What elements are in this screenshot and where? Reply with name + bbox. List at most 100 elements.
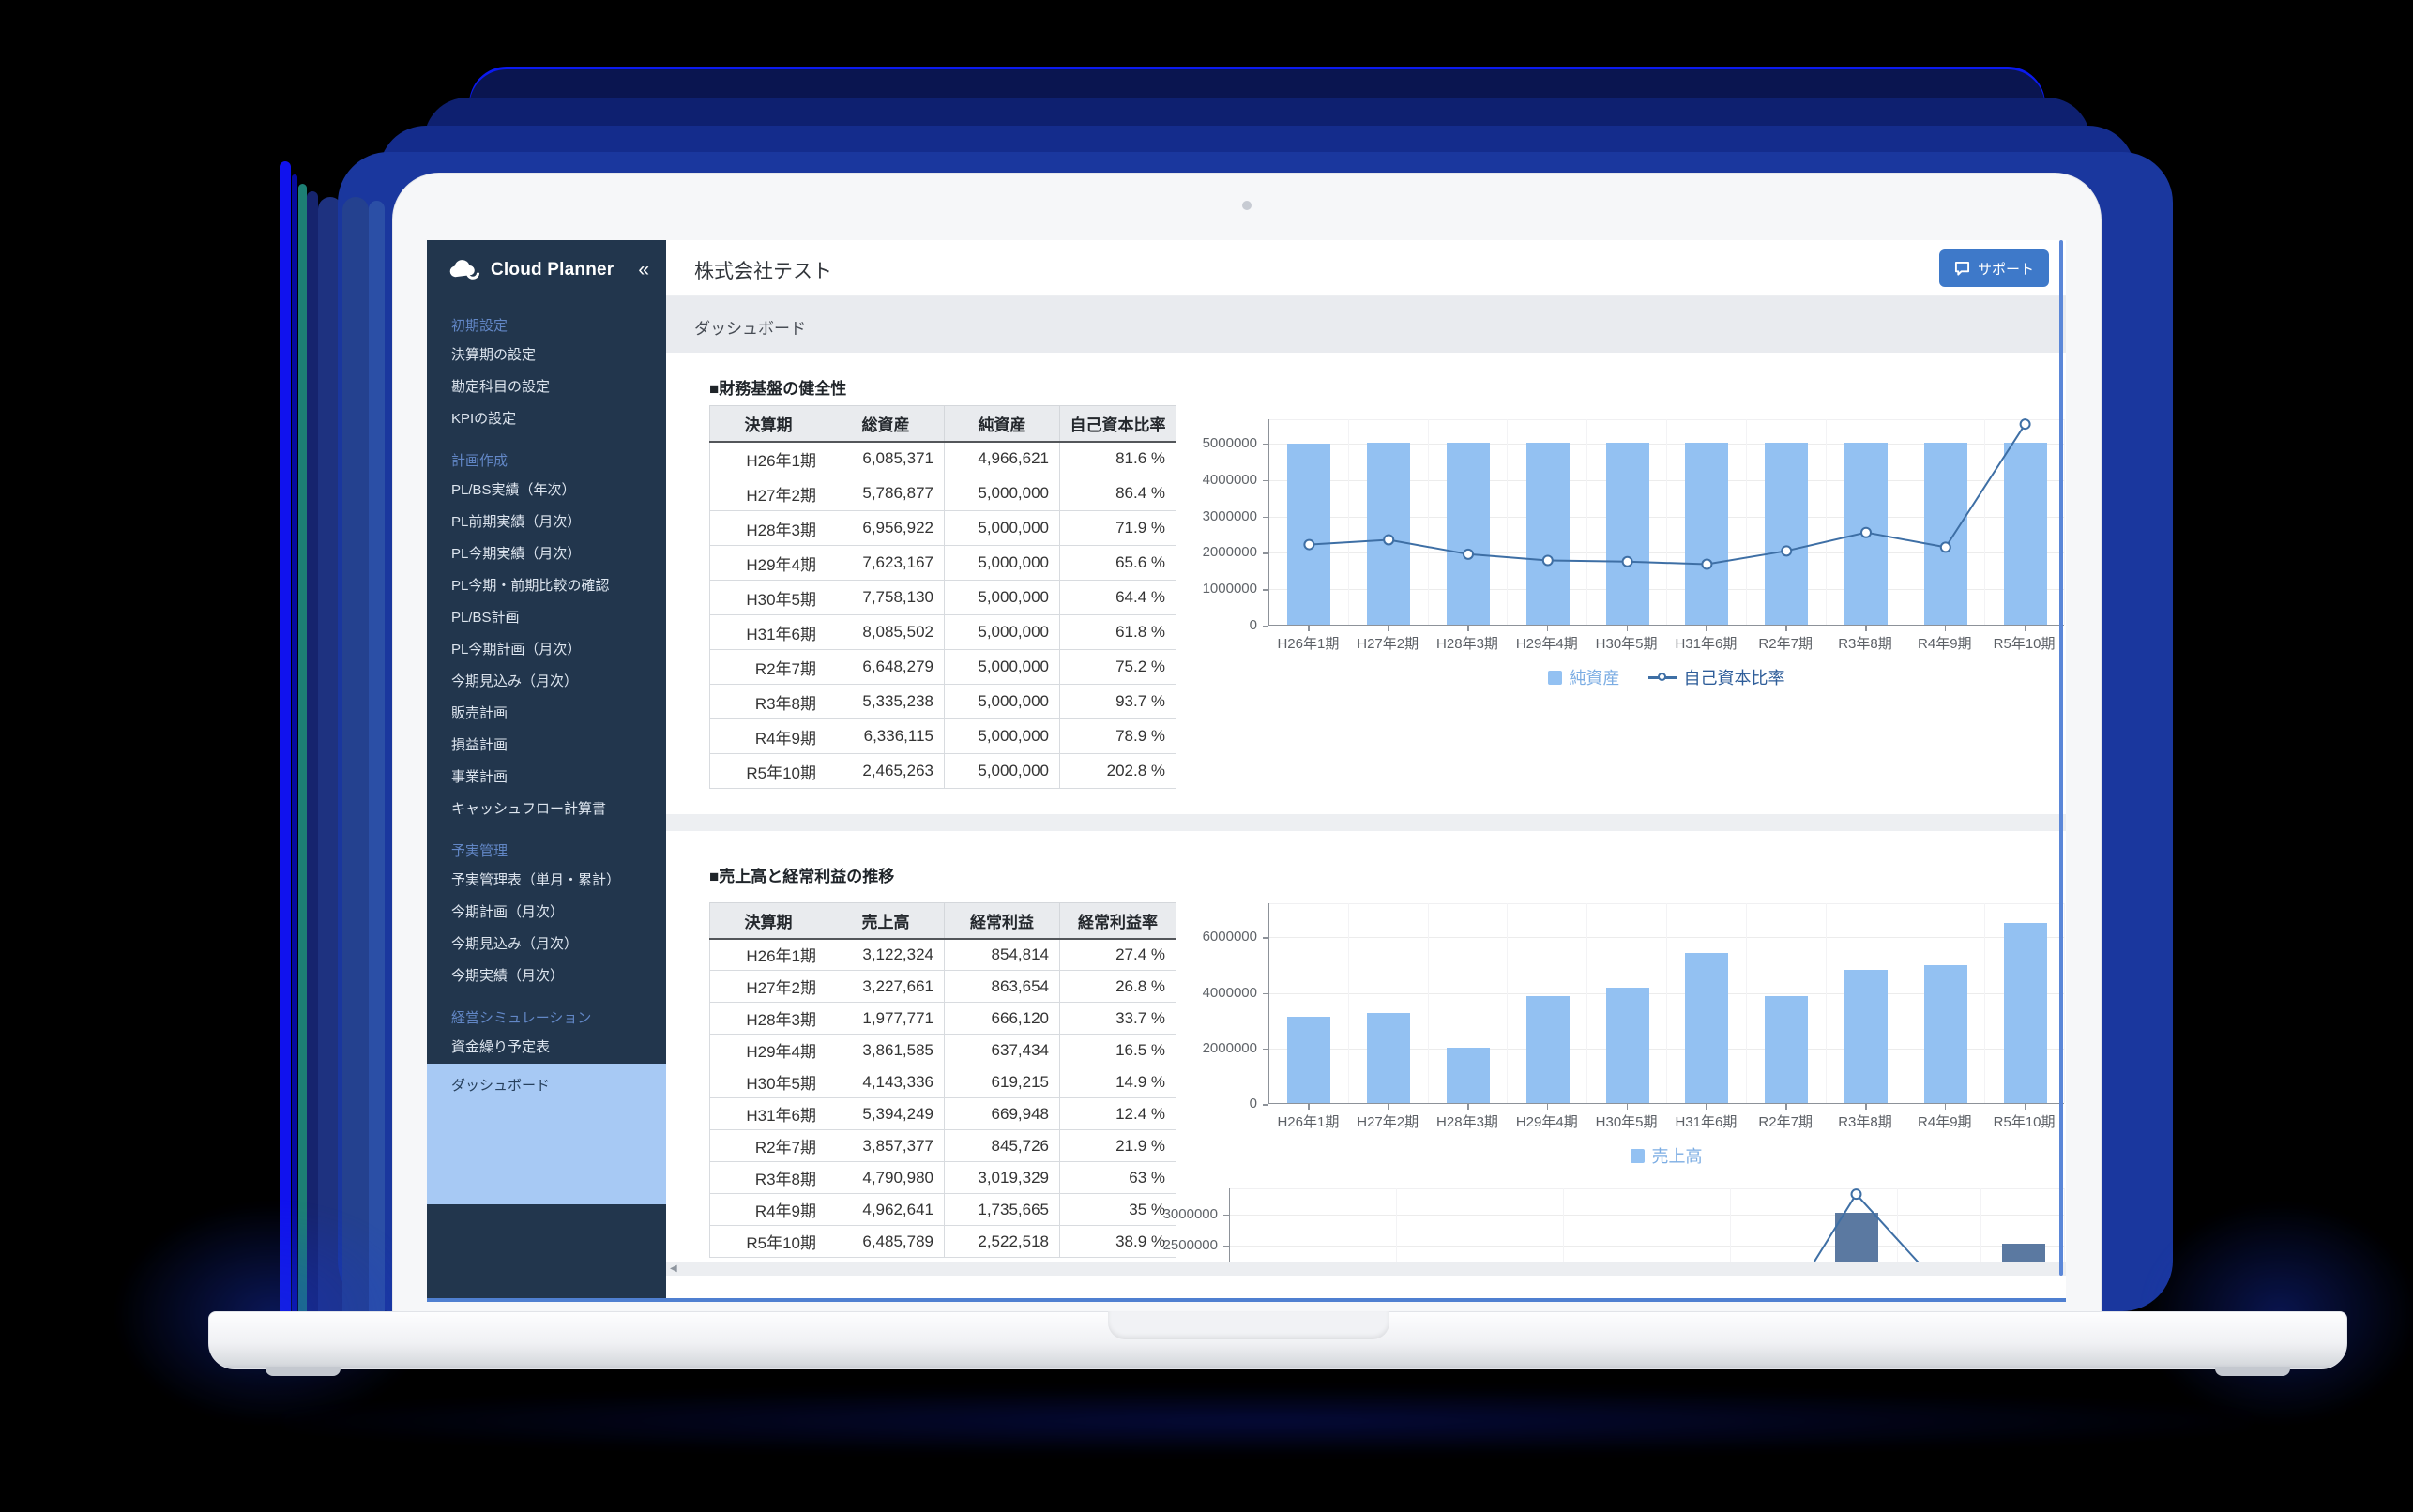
sidebar: Cloud Planner « 初期設定 決算期の設定 勘定科目の設定 KPIの設定計… <box>427 240 666 1302</box>
sidebar-item-link[interactable]: キャッシュフロー計算書 <box>451 801 607 817</box>
page-title: 株式会社テスト <box>694 261 832 282</box>
column-header: 経常利益率 <box>1059 902 1176 940</box>
x-axis-tick-mark <box>1706 1104 1707 1110</box>
x-axis-category-label: H29年4期 <box>1515 636 1578 652</box>
horizontal-scrollbar[interactable]: ◀ <box>666 1262 2066 1276</box>
sidebar-item-link[interactable]: 勘定科目の設定 <box>451 379 551 395</box>
table-cell: 81.6 % <box>1059 441 1176 476</box>
sidebar-item-link[interactable]: 事業計画 <box>451 769 508 785</box>
x-axis-tick-mark <box>1865 626 1867 631</box>
x-axis-tick-mark <box>2024 1104 2026 1110</box>
laptop-base <box>208 1311 2347 1376</box>
sidebar-item-link[interactable]: 販売計画 <box>451 705 508 721</box>
sidebar-collapse-icon[interactable]: « <box>638 259 649 280</box>
table-cell: 637,434 <box>944 1034 1060 1066</box>
sidebar-item-dashboard-active[interactable]: ダッシュボード <box>427 1064 666 1204</box>
laptop-foot <box>2215 1367 2290 1376</box>
financial-soundness-table: 決算期 総資産 純資産 自己資本比率 H26年1期 6,085,371 4,966,621 8… <box>709 405 1176 789</box>
support-button[interactable]: サポート <box>1938 249 2049 287</box>
line-経常利益率 <box>1813 1188 1920 1262</box>
sidebar-item-link[interactable]: 資金繰り予定表 <box>451 1039 551 1055</box>
scroll-left-icon[interactable]: ◀ <box>670 1263 677 1274</box>
sidebar-item-link[interactable]: 決算期の設定 <box>451 347 537 363</box>
y-axis-tick-mark <box>1263 1048 1268 1051</box>
y-axis-tick-mark <box>1263 937 1268 939</box>
sidebar-item-link[interactable]: PL前期実績（月次） <box>451 514 582 530</box>
y-axis-tick-mark <box>1223 1245 1229 1247</box>
table-cell: 7,758,130 <box>827 580 945 615</box>
table-cell: H29年4期 <box>709 545 827 581</box>
table-cell: H27年2期 <box>709 970 827 1003</box>
vertical-scrollbar[interactable] <box>2059 240 2063 1276</box>
x-axis-tick-mark <box>1626 1104 1629 1110</box>
sidebar-item-link[interactable]: PL今期計画（月次） <box>451 642 582 658</box>
panel-gap <box>666 814 2066 831</box>
table-cell: 8,085,502 <box>827 614 945 650</box>
table-cell: R5年10期 <box>709 1225 827 1258</box>
table-cell: R4年9期 <box>709 1193 827 1226</box>
table-row: H31年6期 5,394,249 669,948 12.4 % <box>709 1097 1176 1130</box>
x-axis-tick-mark <box>1467 626 1469 631</box>
x-axis-tick-mark <box>1308 626 1310 631</box>
x-axis-category-label: R5年10期 <box>1993 636 2056 652</box>
bottom-scrollbar-line[interactable] <box>427 1298 2066 1302</box>
sidebar-item-link[interactable]: PL今期実績（月次） <box>451 546 582 562</box>
sidebar-item-link[interactable]: PL/BS実績（年次） <box>451 482 576 498</box>
y-axis-tick-label: 2000000 <box>1202 544 1257 561</box>
bar-売上高 <box>1605 988 1649 1103</box>
y-axis-tick-mark <box>1263 626 1268 627</box>
cloud-logo-icon <box>448 260 481 280</box>
sidebar-item-link[interactable]: PL/BS計画 <box>451 610 520 626</box>
table-cell: 2,522,518 <box>944 1225 1060 1258</box>
table-cell: 14.9 % <box>1059 1066 1176 1098</box>
sidebar-item-link[interactable]: KPIの設定 <box>451 411 517 427</box>
sidebar-item-link[interactable]: 損益計画 <box>451 737 508 753</box>
table-row: H29年4期 3,861,585 637,434 16.5 % <box>709 1034 1176 1066</box>
line-marker <box>1621 555 1633 567</box>
x-gridline <box>2064 1188 2065 1262</box>
x-axis-category-label: R4年9期 <box>1918 636 1972 652</box>
table-row: H29年4期 7,623,167 5,000,000 65.6 % <box>709 545 1176 581</box>
table-cell: 1,977,771 <box>827 1002 945 1035</box>
legend-item[interactable]: 純資産 <box>1547 665 1620 689</box>
sidebar-item-link[interactable]: 今期計画（月次） <box>451 904 565 920</box>
table-cell: 3,227,661 <box>827 970 945 1003</box>
table-cell: 35 % <box>1059 1193 1176 1226</box>
table-cell: 3,861,585 <box>827 1034 945 1066</box>
table-cell: 5,000,000 <box>944 718 1060 754</box>
sidebar-group-label: 予実管理 <box>451 843 508 859</box>
legend-item[interactable]: 自己資本比率 <box>1647 665 1785 689</box>
x-axis-tick-mark <box>1308 1104 1310 1110</box>
table-row: H27年2期 5,786,877 5,000,000 86.4 % <box>709 476 1176 511</box>
legend-item[interactable]: 売上高 <box>1630 1143 1703 1168</box>
sidebar-item-link[interactable]: 今期見込み（月次） <box>451 673 579 689</box>
background-stripe <box>298 184 307 1332</box>
line-自己資本比率 <box>1303 418 2031 570</box>
table-cell: H30年5期 <box>709 580 827 615</box>
bar-売上高 <box>1844 970 1888 1103</box>
bar-純資産 <box>1605 443 1649 625</box>
laptop-glow <box>281 1388 2252 1454</box>
table-row: H26年1期 6,085,371 4,966,621 81.6 % <box>709 441 1176 476</box>
table-cell: 6,085,371 <box>827 441 945 476</box>
bar-経常利益 <box>2001 1244 2045 1262</box>
table-cell: 65.6 % <box>1059 545 1176 581</box>
sidebar-item-link[interactable]: PL今期・前期比較の確認 <box>451 578 610 594</box>
bar-売上高 <box>1525 995 1570 1103</box>
sidebar-item-link[interactable]: 今期実績（月次） <box>451 968 565 984</box>
table-cell: 6,956,922 <box>827 510 945 546</box>
table-cell: H30年5期 <box>709 1066 827 1098</box>
x-axis-tick-mark <box>1388 626 1389 631</box>
x-axis-category-label: H30年5期 <box>1595 1114 1658 1130</box>
table-cell: 5,000,000 <box>944 545 1060 581</box>
table-cell: R2年7期 <box>709 649 827 685</box>
x-axis-category-label: R4年9期 <box>1918 1114 1972 1130</box>
y-axis-tick-label: 2000000 <box>1202 1039 1257 1056</box>
sidebar-item-link[interactable]: 予実管理表（単月・累計） <box>451 872 621 888</box>
table-cell: 6,485,789 <box>827 1225 945 1258</box>
line-marker <box>1781 545 1793 557</box>
table-cell: 38.9 % <box>1059 1225 1176 1258</box>
table-cell: 93.7 % <box>1059 684 1176 719</box>
x-axis-category-label: R3年8期 <box>1838 1114 1892 1130</box>
sidebar-item-link[interactable]: 今期見込み（月次） <box>451 936 579 952</box>
